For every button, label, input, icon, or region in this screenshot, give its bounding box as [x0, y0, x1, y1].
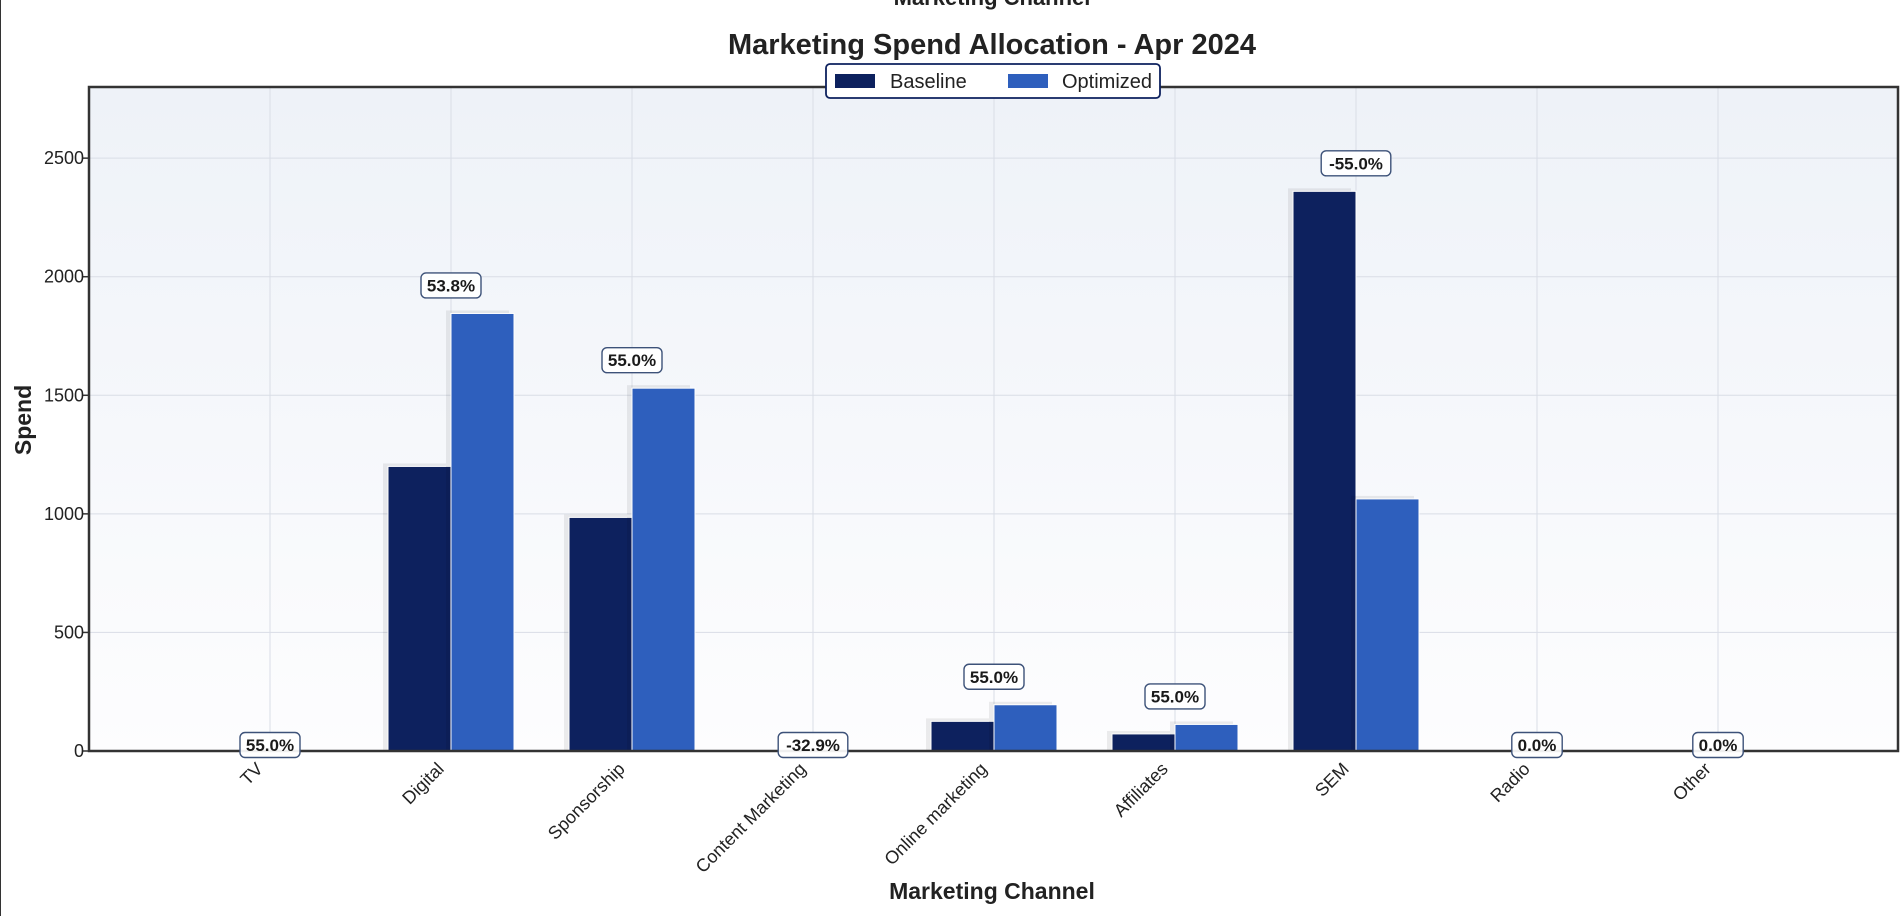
- bar-optimized-affiliates: [1174, 723, 1239, 752]
- annotation-label: 55.0%: [608, 351, 656, 370]
- bar-baseline-affiliates: [1111, 733, 1176, 752]
- annotation-label: 53.8%: [427, 276, 475, 295]
- bar-optimized-sem: [1355, 498, 1420, 752]
- x-tick-label: Other: [1669, 759, 1715, 805]
- y-tick-label: 0: [74, 741, 84, 761]
- bar-baseline-online-marketing: [930, 720, 995, 752]
- annotation-label: 55.0%: [246, 736, 294, 755]
- annotation-box: [1511, 731, 1563, 759]
- annotation-label: 55.0%: [1151, 687, 1199, 706]
- percent-annotations: 55.0% 53.8% 55.0% -32.9% 55.0% 55.0% -55.0% 0.0…: [239, 150, 1744, 759]
- bar-optimized-sponsorship: [631, 387, 696, 752]
- y-tick-label: 500: [54, 622, 84, 642]
- x-tick-label: Sponsorship: [544, 759, 629, 844]
- bar-optimized-digital: [450, 312, 515, 752]
- annotation-box: [239, 731, 301, 759]
- annotation-box: [1144, 683, 1206, 710]
- annotation-box: [601, 346, 663, 374]
- y-axis-ticks: 0 500 1000 1500 2000 2500: [44, 148, 89, 761]
- x-tick-label: TV: [236, 759, 266, 789]
- bar-baseline-sponsorship: [568, 516, 633, 752]
- x-tick-label: Affiliates: [1110, 759, 1172, 821]
- x-axis-label: Marketing Channel: [889, 878, 1095, 904]
- annotation-box: [1320, 150, 1392, 177]
- x-tick-label: Radio: [1486, 759, 1533, 806]
- y-tick-label: 2500: [44, 148, 84, 168]
- legend-swatch-baseline: [835, 74, 875, 88]
- x-axis-ticks: TV Digital Sponsorship Content Marketing Onl…: [236, 759, 1714, 877]
- bar-baseline-sem: [1292, 190, 1357, 752]
- annotation-label: 0.0%: [1518, 736, 1557, 755]
- top-clipped-label: Marketing Channel: [894, 0, 1091, 10]
- annotation-label: 55.0%: [970, 668, 1018, 687]
- x-tick-label: SEM: [1311, 759, 1353, 801]
- bars: [383, 188, 1420, 752]
- y-axis-label: Spend: [10, 385, 36, 455]
- annotation-box: [777, 731, 849, 759]
- y-tick-label: 2000: [44, 267, 84, 287]
- chart-title: Marketing Spend Allocation - Apr 2024: [728, 29, 1256, 61]
- bar-optimized-online-marketing: [993, 704, 1058, 752]
- x-tick-label: Digital: [398, 759, 448, 809]
- left-border: [0, 0, 1, 916]
- annotation-label: 0.0%: [1699, 736, 1738, 755]
- legend: Baseline Optimized: [825, 63, 1161, 99]
- annotation-label: -55.0%: [1329, 154, 1383, 173]
- legend-label-baseline: Baseline: [890, 71, 967, 93]
- legend-swatch-optimized: [1008, 74, 1048, 88]
- annotation-box: [420, 272, 482, 299]
- annotation-box: [963, 663, 1025, 690]
- x-tick-label: Online marketing: [880, 759, 990, 869]
- y-tick-label: 1000: [44, 504, 84, 524]
- x-tick-label: Content Marketing: [692, 759, 810, 877]
- bar-baseline-digital: [387, 465, 452, 752]
- annotation-label: -32.9%: [786, 736, 840, 755]
- legend-label-optimized: Optimized: [1062, 71, 1152, 93]
- y-tick-label: 1500: [44, 385, 84, 405]
- legend-box: [825, 63, 1161, 99]
- annotation-box: [1692, 731, 1744, 759]
